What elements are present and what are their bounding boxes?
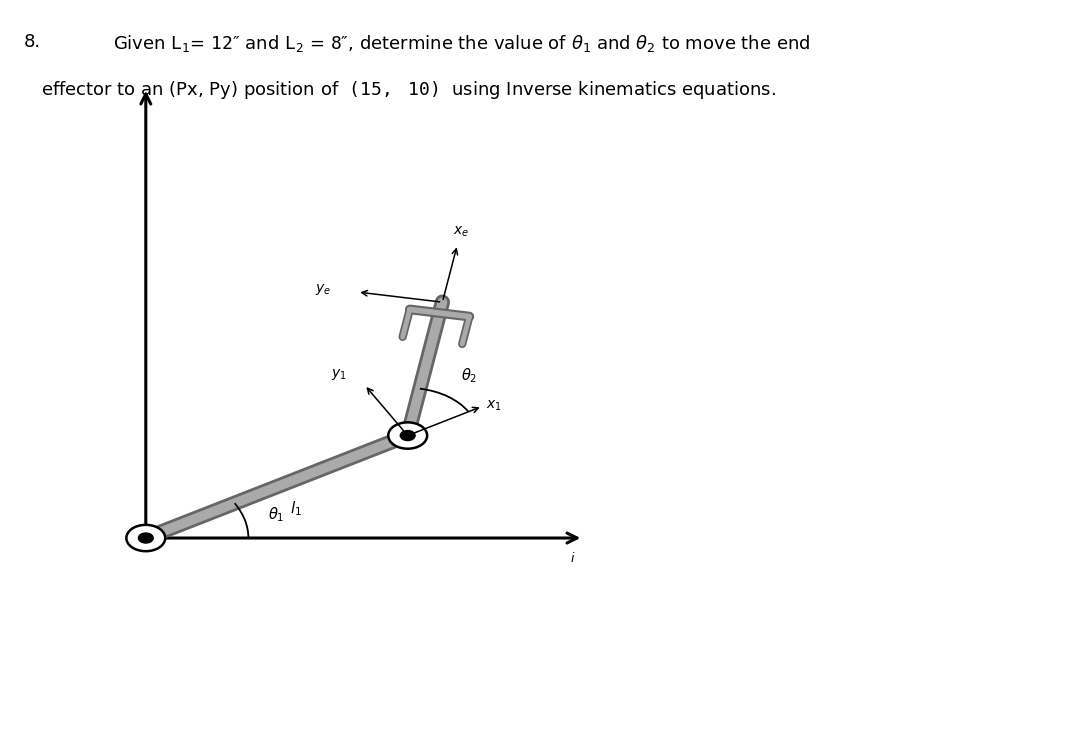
Text: $x_e$: $x_e$	[453, 225, 469, 239]
Circle shape	[388, 422, 427, 449]
Text: Given $\mathtt{L_1}$= $\mathtt{12}$″ and $\mathtt{L_2}$ = $\mathtt{8}$″, determi: Given $\mathtt{L_1}$= $\mathtt{12}$″ and…	[113, 33, 811, 54]
Circle shape	[401, 430, 415, 441]
Text: $y_e$: $y_e$	[315, 283, 332, 297]
Text: 8.: 8.	[24, 33, 41, 51]
Text: $x_1$: $x_1$	[486, 398, 501, 413]
Text: $\theta_2$: $\theta_2$	[461, 366, 477, 385]
Text: i: i	[570, 552, 575, 565]
Text: $l_1$: $l_1$	[289, 500, 301, 518]
Circle shape	[126, 525, 165, 551]
Text: $\theta_1$: $\theta_1$	[268, 505, 284, 523]
Circle shape	[138, 533, 153, 543]
Text: effector to an (Px, Py) position of  $\mathtt{(15,\ \ 10)}$  using Inverse kinem: effector to an (Px, Py) position of $\ma…	[41, 79, 775, 101]
Text: $y_1$: $y_1$	[332, 367, 347, 381]
